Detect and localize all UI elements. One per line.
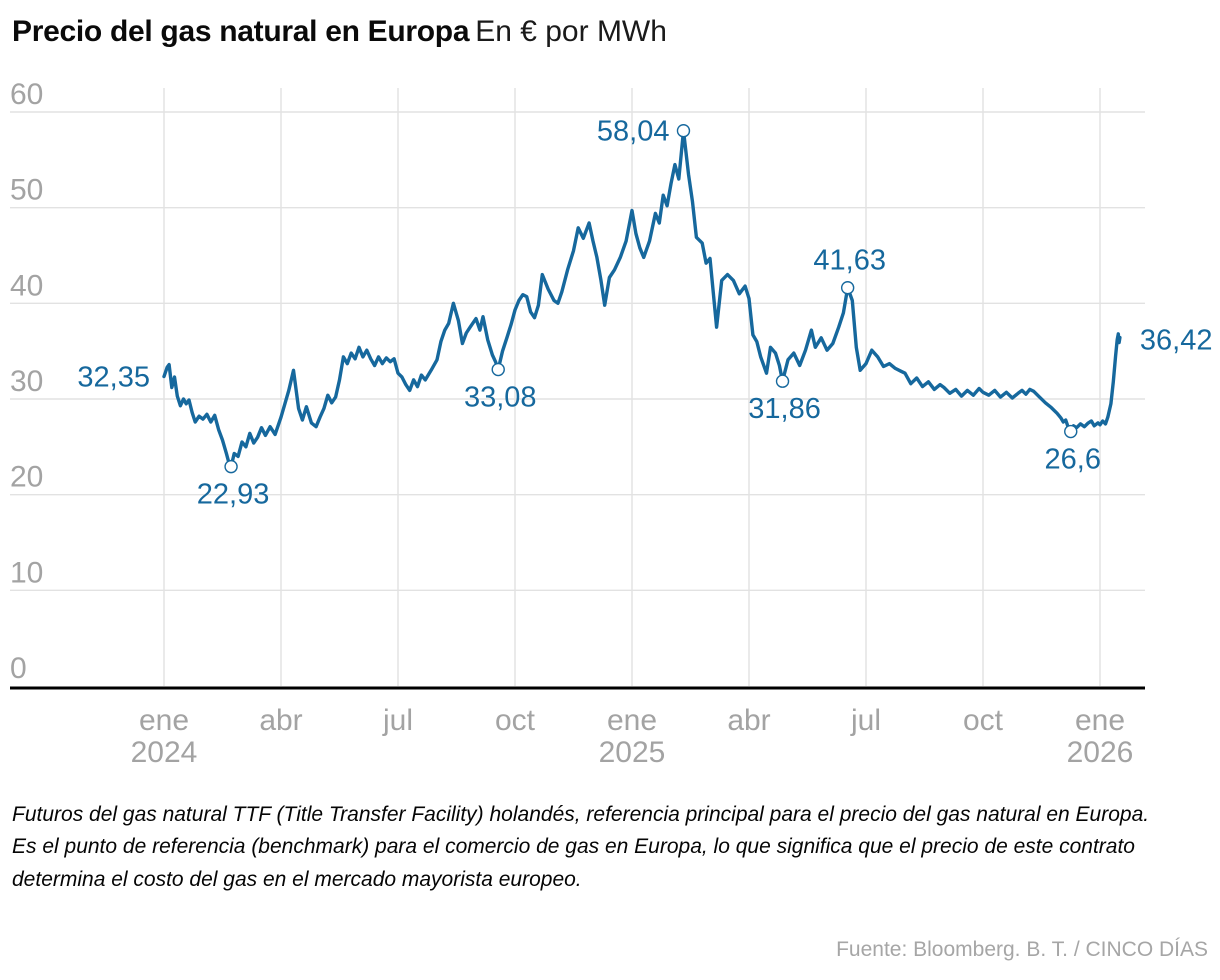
annotation-label: 22,93 xyxy=(197,479,270,511)
y-tick-label: 10 xyxy=(10,556,43,589)
x-tick-month-label: ene xyxy=(139,704,189,737)
annotation-label: 41,63 xyxy=(813,245,886,277)
x-tick-month-label: jul xyxy=(850,704,881,737)
chart-title-subtitle: En € por MWh xyxy=(475,15,667,48)
x-tick-year-label: 2024 xyxy=(131,736,198,769)
annotation-marker xyxy=(1064,424,1078,439)
y-tick-label: 30 xyxy=(10,365,43,398)
annotation-label: 33,08 xyxy=(464,382,537,414)
annotation-label: 26,6 xyxy=(1045,444,1101,476)
footnote-paragraph-1: Futuros del gas natural TTF (Title Trans… xyxy=(12,803,1150,826)
y-tick-label: 50 xyxy=(10,174,43,207)
y-tick-label: 20 xyxy=(10,461,43,494)
x-tick-month-label: oct xyxy=(963,704,1004,737)
annotation-marker xyxy=(840,281,855,295)
y-tick-label: 40 xyxy=(10,269,43,302)
annotation-marker xyxy=(224,459,238,474)
y-tick-label: 0 xyxy=(10,652,27,685)
annotation-label: 58,04 xyxy=(597,116,670,148)
annotation-marker xyxy=(676,124,691,138)
footnote-paragraph-2: Es el punto de referencia (benchmark) pa… xyxy=(12,835,1135,891)
footnote-block: Futuros del gas natural TTF (Title Trans… xyxy=(12,799,1212,896)
x-tick-month-label: abr xyxy=(259,704,302,737)
x-tick-year-label: 2025 xyxy=(599,736,666,769)
x-tick-month-label: oct xyxy=(495,704,536,737)
annotation-label: 32,35 xyxy=(77,362,150,394)
chart-title: Precio del gas natural en Europa En € por… xyxy=(12,14,667,50)
price-line xyxy=(162,129,1122,469)
x-tick-month-label: jul xyxy=(382,704,413,737)
annotation-label: 31,86 xyxy=(748,393,821,425)
y-tick-label: 60 xyxy=(10,78,43,111)
x-tick-year-label: 2026 xyxy=(1067,736,1134,769)
source-credit: Fuente: Bloomberg. B. T. / CINCO DÍAS xyxy=(836,938,1208,961)
annotation-marker xyxy=(491,362,505,377)
x-tick-month-label: ene xyxy=(607,704,657,737)
chart-title-main: Precio del gas natural en Europa xyxy=(12,15,470,48)
annotation-marker xyxy=(775,374,790,388)
annotation-label: 36,42 xyxy=(1140,325,1213,357)
x-tick-month-label: abr xyxy=(727,704,770,737)
x-tick-month-label: ene xyxy=(1075,704,1125,737)
